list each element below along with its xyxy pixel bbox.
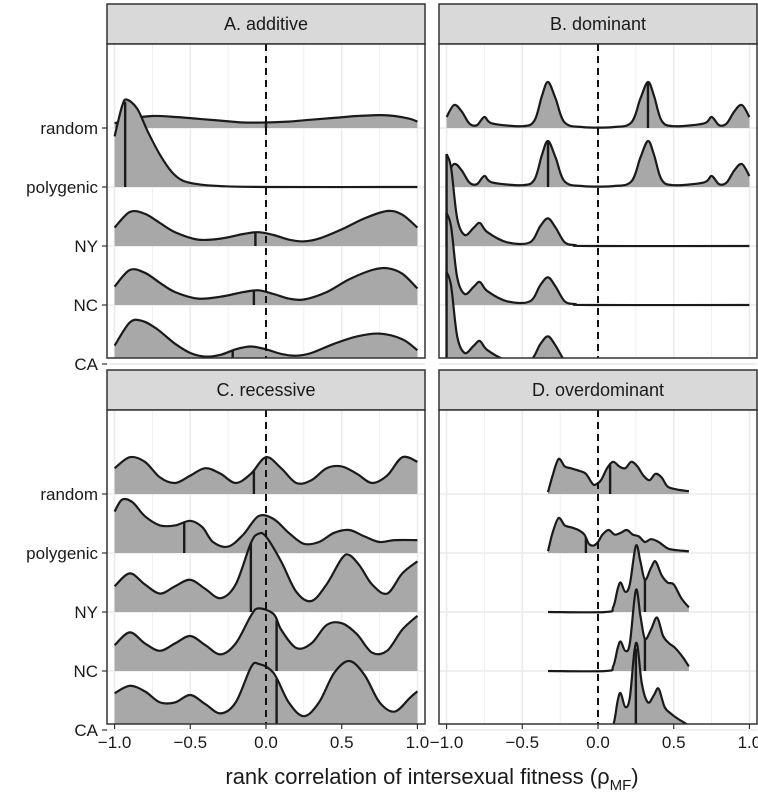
x-tick-label: −0.5	[506, 733, 540, 752]
ridge-line-random	[445, 80, 751, 129]
y-axis-labels-top: random polygenic NY NC CA	[26, 119, 107, 374]
ridge-fill-NY	[548, 545, 689, 613]
panel-title: B. dominant	[550, 14, 646, 34]
x-tick-label: 0.0	[254, 733, 278, 752]
ridge-line-NC	[113, 266, 419, 302]
x-tick-label: 1.0	[738, 733, 758, 752]
x-tick-label: 0.5	[662, 733, 686, 752]
y-tick-label-polygenic: polygenic	[26, 178, 98, 197]
x-axis-title-suffix: )	[631, 764, 638, 789]
ridges	[113, 98, 419, 358]
x-axis-title-subscript: MF	[610, 777, 632, 794]
ridge-fill-NC	[446, 213, 750, 306]
y-tick-label-NC: NC	[73, 662, 98, 681]
panel-strip	[438, 369, 758, 411]
panel-title: A. additive	[224, 14, 308, 34]
x-tick-label: −0.5	[174, 733, 208, 752]
y-tick-label-random: random	[40, 485, 98, 504]
panel-strip	[438, 3, 758, 45]
x-axis-title-text: rank correlation of intersexual fitness …	[225, 764, 609, 789]
y-tick-label-NY: NY	[74, 237, 98, 256]
ridge-fill-polygenic	[114, 499, 418, 553]
y-tick-label-polygenic: polygenic	[26, 544, 98, 563]
ridge-fill-random	[548, 458, 689, 494]
ridge-line-random	[114, 113, 418, 125]
ridge-line-NY	[113, 209, 419, 243]
x-axis-ticks: −1.0 −0.5 0.0 0.5 1.0 −1.0 −0.5 0.0 0.5 1.0	[98, 724, 758, 752]
panel-title: C. recessive	[216, 380, 315, 400]
ridge-fill-CA	[613, 642, 687, 724]
ridge-fill-NC	[548, 589, 689, 672]
y-axis-labels-bottom: random polygenic NY NC CA	[26, 485, 107, 740]
ridge-line-polygenic	[445, 139, 751, 188]
ridge-line-NC	[445, 212, 750, 307]
panel-1: A. additive	[106, 3, 426, 365]
panel-title: D. overdominant	[532, 380, 664, 400]
panel-border	[438, 43, 758, 359]
ridge-line-polygenic	[546, 516, 690, 553]
ridge-line-NY	[547, 544, 690, 614]
panel-strip	[106, 3, 426, 45]
panel-2: B. dominant	[438, 3, 758, 365]
ridge-fill-polygenic	[114, 99, 418, 188]
ridges	[445, 80, 751, 358]
ridge-fill-NY	[114, 210, 418, 246]
ridge-line-CA	[445, 271, 565, 358]
ridge-line-random	[113, 455, 418, 485]
ridge-fill-CA	[446, 272, 563, 358]
ridge-fill-NY	[446, 154, 750, 247]
panel-strip	[106, 369, 426, 411]
x-tick-label: 0.0	[586, 733, 610, 752]
ridge-line-NC	[113, 607, 419, 656]
ridge-line-CA	[612, 641, 689, 724]
y-tick-label-CA: CA	[74, 721, 98, 740]
ridge-fill-polygenic	[548, 517, 689, 553]
x-axis-title: rank correlation of intersexual fitness …	[225, 764, 638, 794]
ridge-fill-NC	[114, 267, 418, 305]
ridge-fill-CA	[114, 319, 418, 358]
panels-layer: A. additive B. dominant C. recessive D. ove…	[106, 3, 758, 731]
ridge-line-polygenic	[113, 98, 418, 189]
x-tick-label: 1.0	[406, 733, 430, 752]
x-tick-label: 0.5	[330, 733, 354, 752]
ridge-line-NC	[547, 588, 690, 673]
y-tick-label-CA: CA	[74, 355, 98, 374]
ridges	[546, 457, 690, 724]
x-tick-label: −1.0	[98, 733, 132, 752]
panel-3: C. recessive	[106, 369, 426, 731]
panel-4: D. overdominant	[438, 369, 758, 731]
ridge-line-random	[546, 457, 690, 493]
y-tick-label-random: random	[40, 119, 98, 138]
ridge-line-NY	[445, 153, 750, 248]
ridge-line-CA	[113, 318, 419, 358]
y-tick-label-NY: NY	[74, 603, 98, 622]
x-tick-label: −1.0	[430, 733, 464, 752]
panel-border	[106, 43, 426, 359]
y-tick-label-NC: NC	[73, 296, 98, 315]
ridge-line-polygenic	[113, 497, 418, 548]
